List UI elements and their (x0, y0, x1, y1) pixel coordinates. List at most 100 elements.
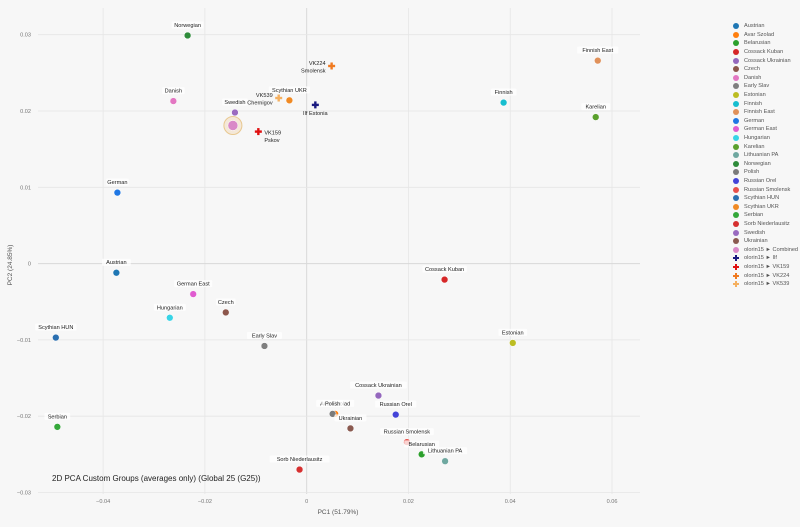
point-label: Estonian (502, 330, 524, 336)
point-danish[interactable] (169, 97, 178, 105)
legend-item[interactable]: German (733, 117, 799, 126)
cross-olorin15-ilf[interactable] (311, 101, 319, 109)
point-czech[interactable] (222, 308, 230, 317)
legend-label: Danish (744, 74, 762, 81)
label-bg (101, 258, 131, 266)
legend-item[interactable]: Swedish (733, 228, 799, 237)
point-hungarian[interactable] (166, 314, 174, 322)
legend-label: Scythian UKR (744, 203, 779, 210)
cross-olorin15-vk159[interactable] (254, 128, 262, 136)
legend-item[interactable]: Scythian UKR (733, 202, 799, 211)
legend-item[interactable]: olorin15 ► Combined (733, 245, 799, 254)
point-finnish-east[interactable] (594, 56, 602, 65)
point-german-east[interactable] (189, 290, 197, 298)
cross-label: VK159 (264, 131, 281, 137)
point-ukrainian[interactable] (346, 424, 355, 433)
legend-item[interactable]: Cossack Kuban (733, 48, 799, 57)
legend-item[interactable]: Karelian (733, 142, 799, 151)
x-tick-label: 0.04 (505, 499, 516, 505)
legend-item[interactable]: Ukrainian (733, 237, 799, 246)
y-tick-label: −0.02 (17, 414, 31, 420)
legend-item[interactable]: Polish (733, 168, 799, 177)
legend-item[interactable]: Finnish East (733, 108, 799, 117)
point-scythian-hun[interactable] (52, 333, 60, 342)
legend-item[interactable]: olorin15 ► VK539 (733, 280, 799, 289)
point-estonian[interactable] (509, 339, 517, 347)
point-label: Hungarian (157, 305, 183, 311)
point-early-slav[interactable] (260, 342, 269, 350)
legend-item[interactable]: Cossack Ukrainian (733, 56, 799, 65)
point-label: Swedish (224, 100, 245, 106)
legend-swatch (733, 177, 739, 184)
point-label: German (107, 180, 127, 186)
label-bg (422, 265, 467, 273)
legend-item[interactable]: Danish (733, 74, 799, 83)
legend-swatch (733, 74, 739, 81)
legend-label: Ukrainian (744, 238, 768, 245)
legend-label: Finnish East (744, 109, 775, 116)
cross-label: Smolensk (301, 68, 326, 74)
chart-title: 2D PCA Custom Groups (averages only) (Gl… (52, 474, 261, 483)
legend-label: Lithuanian PA (744, 152, 779, 159)
legend-item[interactable]: Czech (733, 65, 799, 74)
point-finnish[interactable] (499, 98, 508, 107)
x-tick-label: −0.04 (96, 499, 110, 505)
legend-item[interactable]: Austrian (733, 22, 799, 31)
legend-item[interactable]: Russian Smolensk (733, 185, 799, 194)
point-olorin15-combined[interactable] (227, 120, 239, 131)
point-serbian[interactable] (53, 423, 61, 431)
legend-item[interactable]: Serbian (733, 211, 799, 220)
legend-swatch (733, 255, 739, 262)
point-scythian-ukr[interactable] (285, 96, 294, 104)
legend-label: Karelian (744, 143, 765, 150)
axis-ticks: −0.04 −0.02 0 0.02 0.04 0.06 −0.03 −0.02 −0.01 0 0… (17, 33, 618, 505)
legend-item[interactable]: Avar Szolad (733, 31, 799, 40)
point-swedish[interactable] (231, 108, 239, 117)
legend-item[interactable]: olorin15 ► VK224 (733, 271, 799, 280)
point-sorb-niederlausitz[interactable] (295, 465, 304, 474)
label-bg (422, 447, 468, 455)
legend-label: Sorb Niederlausitz (744, 220, 790, 227)
y-axis-label: PC2 (24.85%) (7, 245, 14, 286)
legend-label: Serbian (744, 212, 764, 219)
point-label: Cossack Ukrainian (355, 383, 402, 389)
cross-label: VK539 (256, 93, 273, 99)
point-cossack-ukrainian[interactable] (374, 391, 383, 400)
y-tick-label: 0.02 (20, 109, 31, 115)
legend-swatch (733, 263, 739, 270)
legend-swatch (733, 83, 739, 90)
legend-item[interactable]: Hungarian (733, 134, 799, 143)
legend-item[interactable]: Belarusian (733, 39, 799, 48)
legend-item[interactable]: Estonian (733, 91, 799, 100)
point-german[interactable] (113, 188, 122, 197)
legend-item[interactable]: olorin15 ► Ilf (733, 254, 799, 263)
cross-olorin15-vk539[interactable] (275, 94, 283, 102)
legend-item[interactable]: Early Slav (733, 82, 799, 91)
legend-item[interactable]: Finnish (733, 99, 799, 108)
cross-olorin15-vk224[interactable] (328, 62, 336, 70)
legend-label: Norwegian (744, 160, 771, 167)
legend-item[interactable]: Russian Orel (733, 177, 799, 186)
label-bg (350, 381, 407, 389)
legend-item[interactable]: Scythian HUN (733, 194, 799, 203)
y-tick-label: 0.01 (20, 185, 31, 191)
legend-label: olorin15 ► Combined (744, 246, 799, 253)
point-polish[interactable] (328, 410, 337, 418)
point-lithuanian-pa[interactable] (441, 457, 449, 465)
label-bg (222, 98, 248, 106)
legend-item[interactable]: olorin15 ► VK159 (733, 263, 799, 272)
legend-label: German (744, 117, 765, 124)
legend-item[interactable]: Lithuanian PA (733, 151, 799, 160)
legend-item[interactable]: Sorb Niederlausitz (733, 220, 799, 229)
legend-swatch (733, 246, 739, 253)
point-norwegian[interactable] (183, 31, 192, 40)
point-karelian[interactable] (592, 113, 600, 121)
label-bg (44, 412, 71, 420)
point-cossack-kuban[interactable] (440, 275, 449, 284)
legend-swatch (733, 203, 739, 210)
legend-item[interactable]: Norwegian (733, 160, 799, 169)
label-bg (490, 88, 517, 96)
point-russian-orel[interactable] (392, 411, 400, 419)
point-austrian[interactable] (112, 269, 121, 277)
legend-item[interactable]: German East (733, 125, 799, 134)
